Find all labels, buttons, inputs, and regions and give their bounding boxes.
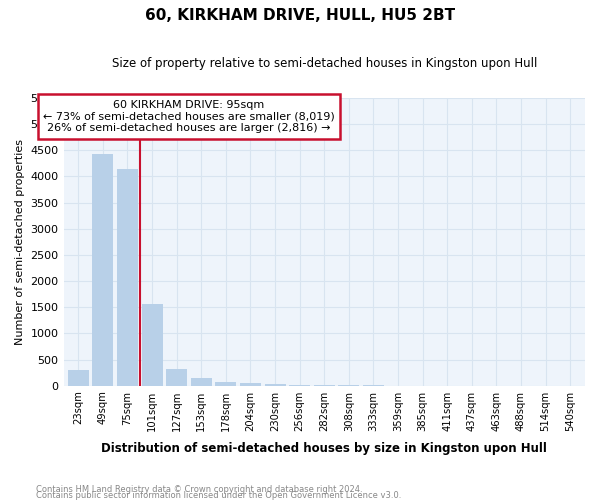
Bar	[215, 382, 236, 386]
Text: Contains HM Land Registry data © Crown copyright and database right 2024.: Contains HM Land Registry data © Crown c…	[36, 484, 362, 494]
Bar	[92, 154, 113, 386]
Bar	[191, 378, 212, 386]
Bar	[117, 168, 138, 386]
Y-axis label: Number of semi-detached properties: Number of semi-detached properties	[15, 139, 25, 345]
Text: Contains public sector information licensed under the Open Government Licence v3: Contains public sector information licen…	[36, 490, 401, 500]
Bar	[338, 384, 359, 386]
Bar	[240, 384, 261, 386]
Text: 60 KIRKHAM DRIVE: 95sqm
← 73% of semi-detached houses are smaller (8,019)
26% of: 60 KIRKHAM DRIVE: 95sqm ← 73% of semi-de…	[43, 100, 335, 133]
Bar	[166, 369, 187, 386]
Bar	[68, 370, 89, 386]
Bar	[142, 304, 163, 386]
Bar	[265, 384, 286, 386]
Text: 60, KIRKHAM DRIVE, HULL, HU5 2BT: 60, KIRKHAM DRIVE, HULL, HU5 2BT	[145, 8, 455, 22]
Bar	[289, 385, 310, 386]
X-axis label: Distribution of semi-detached houses by size in Kingston upon Hull: Distribution of semi-detached houses by …	[101, 442, 547, 455]
Title: Size of property relative to semi-detached houses in Kingston upon Hull: Size of property relative to semi-detach…	[112, 58, 537, 70]
